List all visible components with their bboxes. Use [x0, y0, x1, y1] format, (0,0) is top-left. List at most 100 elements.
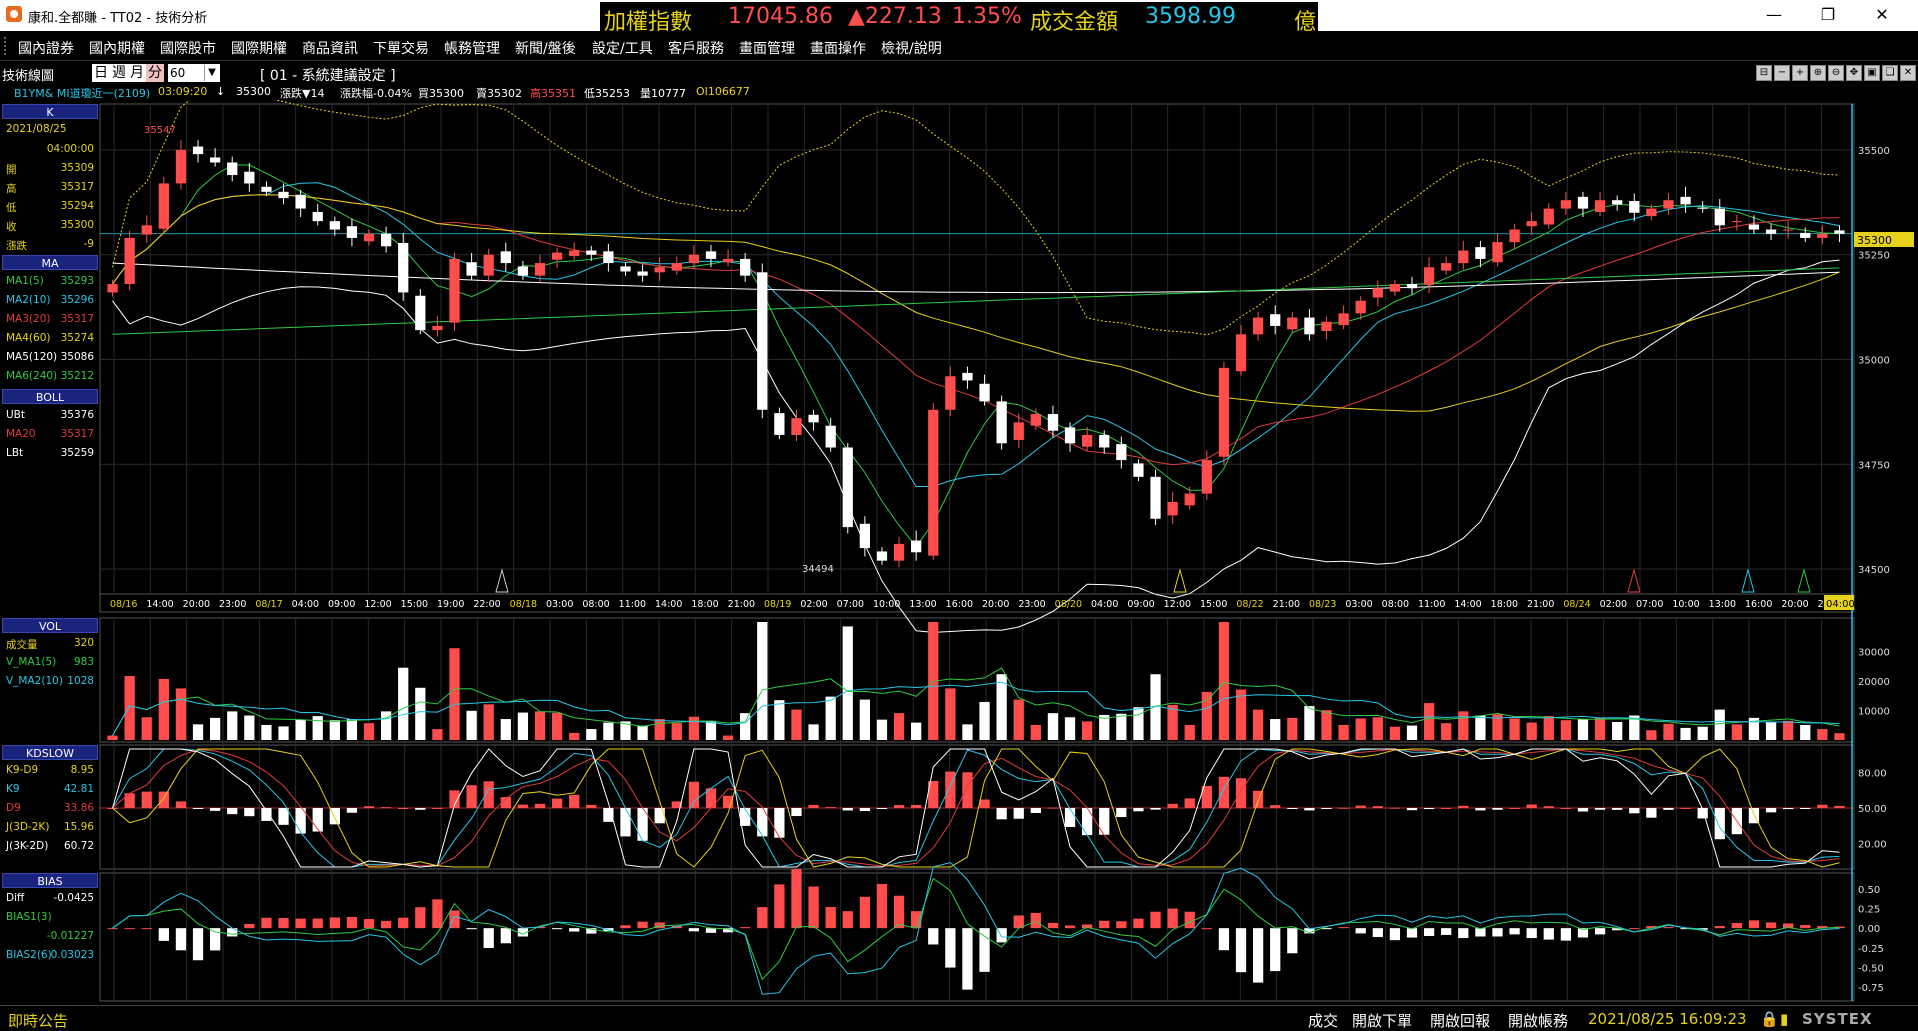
- volume-bar: [380, 711, 392, 740]
- kd-diff-bar: [1680, 807, 1691, 809]
- volume-bar: [654, 719, 665, 740]
- maximize-button[interactable]: ❐: [1820, 5, 1836, 24]
- row-label: D9: [6, 802, 21, 814]
- zoom-out-icon[interactable]: ⊖: [1828, 65, 1844, 81]
- minimize-button[interactable]: —: [1766, 5, 1782, 24]
- open-account-button[interactable]: 開啟帳務: [1508, 1012, 1569, 1030]
- time-tick-label: 02:00: [1600, 599, 1627, 610]
- menu-item-domestic-securities[interactable]: 國內證券: [18, 41, 74, 57]
- period-select[interactable]: 60 ▼: [168, 64, 220, 82]
- open-order-button[interactable]: 開啟下單: [1352, 1012, 1413, 1030]
- technical-chart[interactable]: 35500 35250 35000 34750 34500 08/16 14:00 20:0…: [0, 100, 1918, 1005]
- status-trade-button[interactable]: 成交: [1308, 1012, 1339, 1030]
- menu-item-screen-manage[interactable]: 畫面管理: [739, 41, 795, 57]
- time-axis-frame: [99, 593, 1855, 613]
- bias-diff-bar: [757, 907, 768, 929]
- kd-diff-bar: [1355, 805, 1366, 808]
- boll-row: MA20 35317: [6, 427, 96, 442]
- bias-diff-bar: [569, 928, 580, 932]
- candle-body: [1594, 200, 1606, 212]
- menu-item-domestic-futures[interactable]: 國內期權: [89, 41, 145, 57]
- menu-grip: [4, 37, 9, 55]
- volume-bar: [1116, 713, 1127, 740]
- row-value: 35317: [60, 428, 94, 440]
- kd-diff-bar: [620, 808, 631, 837]
- candle-body: [1030, 413, 1041, 426]
- kd-tick-label: 20.00: [1858, 839, 1887, 850]
- moving-averages: [112, 164, 1840, 548]
- vol-tick-label: 10000: [1858, 707, 1890, 718]
- close-chart-icon[interactable]: ✕: [1900, 65, 1916, 81]
- kd-diff-bar: [1287, 808, 1298, 809]
- kd-tick-label: 50.00: [1858, 804, 1887, 815]
- row-value: -0.01227: [46, 930, 94, 942]
- menu-item-account[interactable]: 帳務管理: [444, 41, 500, 57]
- bias-tick-label: 0.00: [1858, 924, 1880, 935]
- menu-item-service[interactable]: 客戶服務: [668, 41, 724, 57]
- kd-diff-bar: [1492, 808, 1503, 810]
- candle-body: [295, 194, 306, 209]
- save-icon[interactable]: ▣: [1864, 65, 1880, 81]
- candle-body: [534, 263, 546, 276]
- bias-diff-bar: [210, 928, 221, 951]
- bias-diff-bar: [1509, 928, 1520, 935]
- layout-icon[interactable]: ⊟: [1756, 65, 1772, 81]
- volume-bar: [1800, 724, 1811, 740]
- volume-bar: [1543, 716, 1554, 740]
- lock-icon[interactable]: 🔒: [1760, 1010, 1779, 1028]
- title-bar: 康和.全都賺 - TT02 - 技術分析 加權指數 17045.86 ▲227.…: [0, 0, 1918, 35]
- time-tick-label: 13:00: [909, 599, 936, 610]
- kd-panel-frame: [99, 744, 1855, 870]
- timeframe-month-button[interactable]: 月: [128, 64, 146, 82]
- zoom-in-icon[interactable]: ⊕: [1810, 65, 1826, 81]
- kd-diff-bar: [1458, 805, 1469, 808]
- timeframe-day-button[interactable]: 日: [92, 64, 110, 82]
- menu-item-settings[interactable]: 設定/工具: [592, 41, 653, 57]
- index-ticker: 加權指數 17045.86 ▲227.13 1.35% 成交金額 3598.99…: [600, 2, 1318, 35]
- menu-item-help[interactable]: 檢視/說明: [881, 41, 942, 57]
- menu-item-order[interactable]: 下單交易: [373, 41, 429, 57]
- open-report-button[interactable]: 開啟回報: [1430, 1012, 1491, 1030]
- volume-bar: [312, 716, 323, 740]
- timeframe-week-button[interactable]: 週: [110, 64, 128, 82]
- volume-bar: [1783, 720, 1794, 740]
- time-tick-label: 03:00: [546, 599, 573, 610]
- volume-bar: [1082, 721, 1093, 740]
- volume-bar: [825, 696, 836, 740]
- menu-item-product-info[interactable]: 商品資訊: [302, 41, 358, 57]
- copy-icon[interactable]: ❏: [1882, 65, 1898, 81]
- close-button[interactable]: ✕: [1875, 5, 1889, 24]
- timeframe-minute-button[interactable]: 分: [146, 64, 164, 82]
- menu-item-news[interactable]: 新聞/盤後: [515, 41, 576, 57]
- bias-diff-bar: [740, 927, 751, 929]
- minus-icon[interactable]: −: [1774, 65, 1790, 81]
- candle-body: [500, 251, 511, 264]
- candle-body: [1287, 317, 1298, 330]
- kd-diff-bar: [551, 798, 563, 808]
- candle-body: [1543, 208, 1554, 225]
- status-bar: 即時公告 成交 開啟下單 開啟回報 開啟帳務 2021/08/25 16:09:…: [0, 1005, 1918, 1030]
- kd-diff-bar: [671, 801, 682, 808]
- menu-item-intl-futures[interactable]: 國際期權: [231, 41, 287, 57]
- pan-icon[interactable]: ✥: [1846, 65, 1862, 81]
- menu-item-screen-ops[interactable]: 畫面操作: [810, 41, 866, 57]
- ma-panel-header: MA: [2, 255, 98, 270]
- candle-body: [1492, 242, 1503, 263]
- kd-diff-bar: [603, 808, 614, 822]
- volume-bar: [911, 722, 922, 740]
- volume-bar: [740, 713, 751, 740]
- preset-label[interactable]: [ 01 - 系統建議設定 ]: [260, 68, 396, 84]
- notice-button[interactable]: 即時公告: [8, 1012, 69, 1030]
- kd-diff-bar: [261, 808, 272, 821]
- bias-diff-bar: [158, 928, 169, 941]
- time-tick-label: 23:00: [1018, 599, 1045, 610]
- plus-icon[interactable]: +: [1792, 65, 1808, 81]
- time-tick-label: 16:00: [946, 599, 973, 610]
- candle-body: [962, 372, 973, 381]
- bias-diff-bar: [1646, 926, 1657, 929]
- volume-bar: [569, 732, 580, 740]
- volume-bar: [192, 724, 204, 740]
- candle-body: [551, 252, 563, 260]
- chevron-down-icon[interactable]: ▼: [204, 65, 219, 81]
- menu-item-intl-stocks[interactable]: 國際股市: [160, 41, 216, 57]
